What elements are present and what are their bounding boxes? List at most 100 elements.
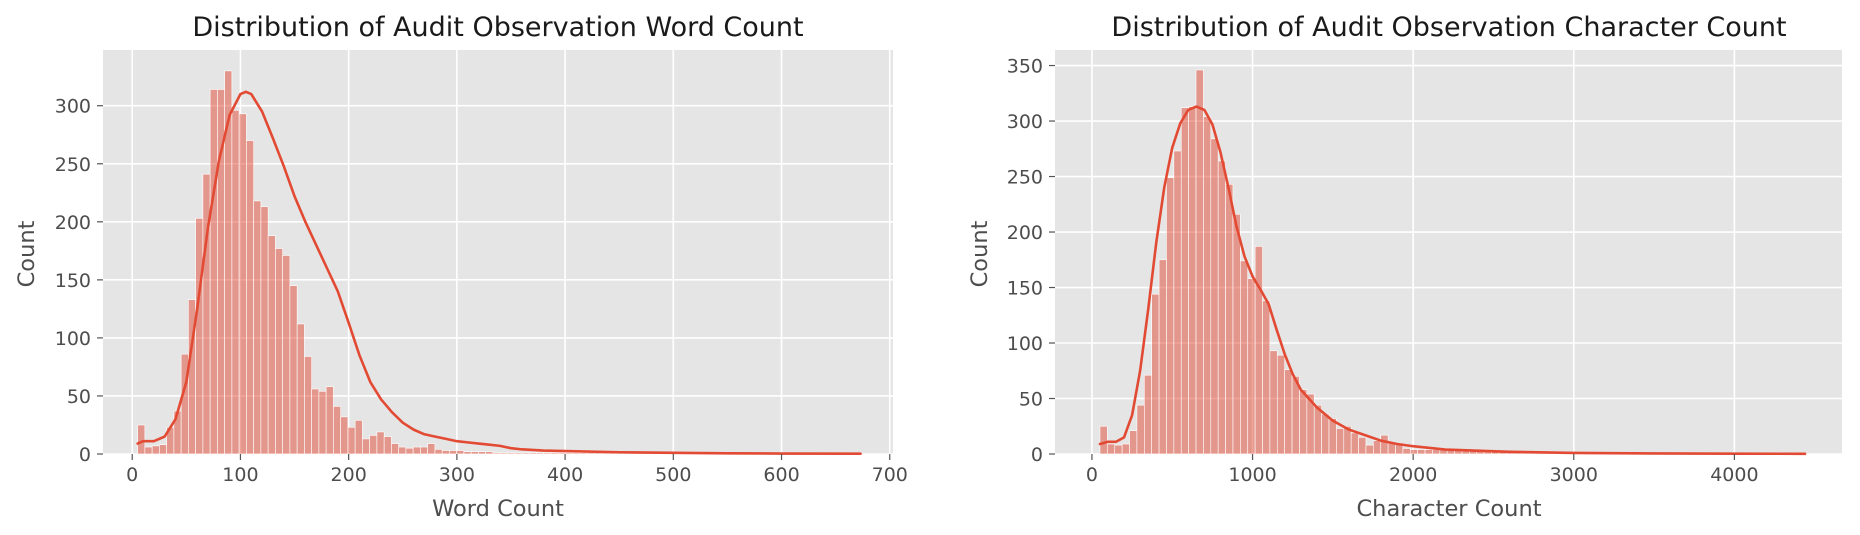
histogram-bar xyxy=(550,452,559,455)
histogram-bar xyxy=(521,452,530,455)
x-tick-label: 0 xyxy=(1086,464,1098,486)
x-tick-label: 100 xyxy=(222,464,258,486)
histogram-bar xyxy=(1254,246,1263,455)
histogram-bar xyxy=(1210,138,1219,455)
histogram-bar xyxy=(470,451,479,455)
histogram-bar xyxy=(427,443,436,455)
histogram-bar xyxy=(1232,213,1241,455)
histogram-bar xyxy=(1299,389,1308,455)
histogram-bar xyxy=(586,452,595,455)
histogram-bar xyxy=(528,452,537,455)
histogram-bar xyxy=(246,140,254,455)
histogram-bar xyxy=(456,450,465,455)
histogram-bar xyxy=(1114,444,1123,455)
histogram-bar xyxy=(1180,107,1189,455)
histogram-bar xyxy=(1350,432,1359,455)
histogram-bar xyxy=(304,356,312,455)
histogram-bar xyxy=(231,110,240,455)
y-tick-label: 250 xyxy=(1007,167,1043,189)
histogram-bar xyxy=(1240,260,1249,455)
histogram-bar xyxy=(333,406,341,455)
x-axis-label: Word Count xyxy=(432,496,564,522)
x-axis-label: Character Count xyxy=(1356,496,1541,522)
histogram-bar xyxy=(536,452,544,455)
histogram-bar xyxy=(1129,430,1138,455)
histogram-bar xyxy=(1225,183,1234,455)
x-tick-label: 3000 xyxy=(1550,464,1598,486)
histogram-bar xyxy=(398,446,407,455)
character-count-chart: Distribution of Audit Observation Charac… xyxy=(967,12,1842,522)
histogram-bar xyxy=(325,386,334,455)
histogram-bar xyxy=(507,452,515,455)
histogram-bar xyxy=(238,113,247,455)
y-tick-label: 350 xyxy=(1007,56,1043,78)
histogram-bar xyxy=(1158,259,1167,455)
histogram-bar xyxy=(362,438,370,455)
histogram-bar xyxy=(441,450,450,455)
y-tick-label: 100 xyxy=(1007,333,1043,355)
histogram-bar xyxy=(369,435,378,455)
histogram-bar xyxy=(1380,434,1389,455)
histogram-bar xyxy=(282,255,291,455)
histogram-bar xyxy=(1409,449,1418,455)
histogram-bar xyxy=(275,248,283,455)
x-tick-label: 500 xyxy=(655,464,691,486)
histogram-bar xyxy=(478,451,486,455)
y-tick-label: 0 xyxy=(1031,444,1043,466)
histogram-bar xyxy=(1144,374,1152,455)
kde-curve xyxy=(1098,105,1807,456)
histogram-bar xyxy=(1328,418,1337,455)
x-tick-label: 600 xyxy=(763,464,799,486)
chart-title: Distribution of Audit Observation Word C… xyxy=(192,12,803,43)
histogram-bar xyxy=(1373,440,1382,455)
y-tick-label: 250 xyxy=(55,154,91,176)
histogram-bar xyxy=(1121,443,1130,455)
histogram-bar xyxy=(209,89,218,455)
histogram-bar xyxy=(1313,404,1322,455)
x-tick-label: 400 xyxy=(547,464,583,486)
histogram-bar xyxy=(572,452,581,455)
x-tick-label: 700 xyxy=(872,464,908,486)
histogram-bar xyxy=(311,388,320,455)
histogram-bar xyxy=(260,206,269,455)
x-tick-label: 4000 xyxy=(1710,464,1758,486)
histogram-bar xyxy=(565,452,573,455)
histogram-bar xyxy=(492,452,501,455)
histogram-bar xyxy=(449,450,457,455)
histogram-bar xyxy=(579,452,588,455)
y-tick-label: 200 xyxy=(1007,222,1043,244)
histogram-bar xyxy=(499,452,508,455)
y-tick-label: 150 xyxy=(55,270,91,292)
histogram-bar xyxy=(1291,376,1300,455)
histogram-bar xyxy=(267,235,276,455)
histogram-bar xyxy=(1365,444,1374,455)
histogram-bar xyxy=(1173,150,1182,455)
histogram-bar xyxy=(1402,448,1411,455)
histogram-bar xyxy=(1217,160,1226,455)
chart-title: Distribution of Audit Observation Charac… xyxy=(1111,12,1786,43)
y-axis-label: Count xyxy=(14,220,40,287)
histogram-bar xyxy=(1107,443,1116,455)
histogram-bar xyxy=(1166,177,1175,455)
histogram-bar xyxy=(137,424,146,455)
word-count-chart: Distribution of Audit Observation Word C… xyxy=(14,12,908,522)
x-tick-label: 1000 xyxy=(1228,464,1276,486)
y-tick-label: 50 xyxy=(67,386,91,408)
histogram-bar xyxy=(557,452,566,455)
histogram-bar xyxy=(159,444,167,455)
histogram-bar xyxy=(1276,354,1285,455)
histogram-bar xyxy=(1099,425,1108,455)
histogram-bar xyxy=(376,431,385,455)
histogram-bar xyxy=(1262,300,1271,455)
histogram-bar xyxy=(1432,449,1441,455)
y-axis-label: Count xyxy=(967,220,993,287)
y-tick-label: 300 xyxy=(55,96,91,118)
histogram-bar xyxy=(1321,413,1330,455)
y-tick-label: 0 xyxy=(79,444,91,466)
histogram-bar xyxy=(1247,278,1256,455)
y-tick-label: 300 xyxy=(1007,111,1043,133)
histogram-bar xyxy=(195,218,204,455)
y-tick-label: 100 xyxy=(55,328,91,350)
histogram-bar xyxy=(347,426,356,455)
